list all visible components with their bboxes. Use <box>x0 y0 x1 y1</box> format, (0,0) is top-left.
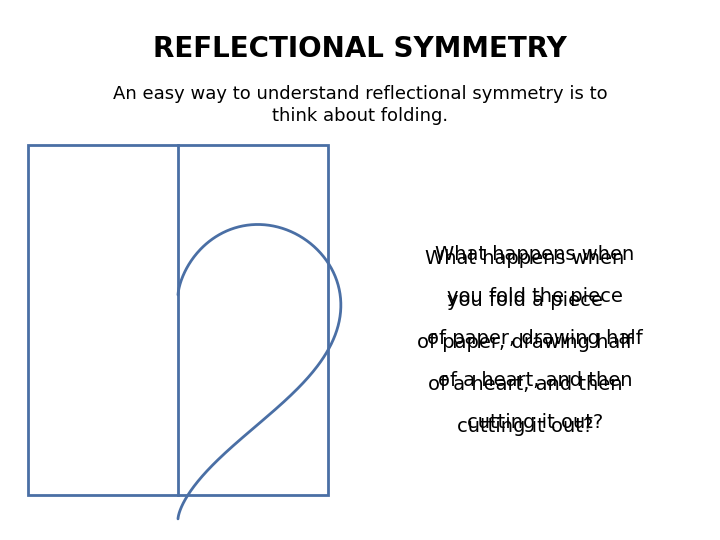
Text: of a heart, and then: of a heart, and then <box>438 371 632 390</box>
Text: cutting it out?: cutting it out? <box>457 417 593 436</box>
Text: What happens when: What happens when <box>426 249 625 268</box>
Text: of a heart, and then: of a heart, and then <box>428 375 622 394</box>
Text: An easy way to understand reflectional symmetry is to: An easy way to understand reflectional s… <box>113 85 607 103</box>
Text: REFLECTIONAL SYMMETRY: REFLECTIONAL SYMMETRY <box>153 35 567 63</box>
Text: cutting it out?: cutting it out? <box>467 413 603 432</box>
Text: you fold the piece: you fold the piece <box>447 287 623 306</box>
Text: think about folding.: think about folding. <box>272 107 448 125</box>
Text: of paper, drawing half: of paper, drawing half <box>417 333 633 352</box>
Bar <box>28 145 328 495</box>
Text: you fold a piece: you fold a piece <box>447 291 603 310</box>
Text: of paper, drawing half: of paper, drawing half <box>427 329 643 348</box>
Text: What happens when: What happens when <box>436 245 634 264</box>
